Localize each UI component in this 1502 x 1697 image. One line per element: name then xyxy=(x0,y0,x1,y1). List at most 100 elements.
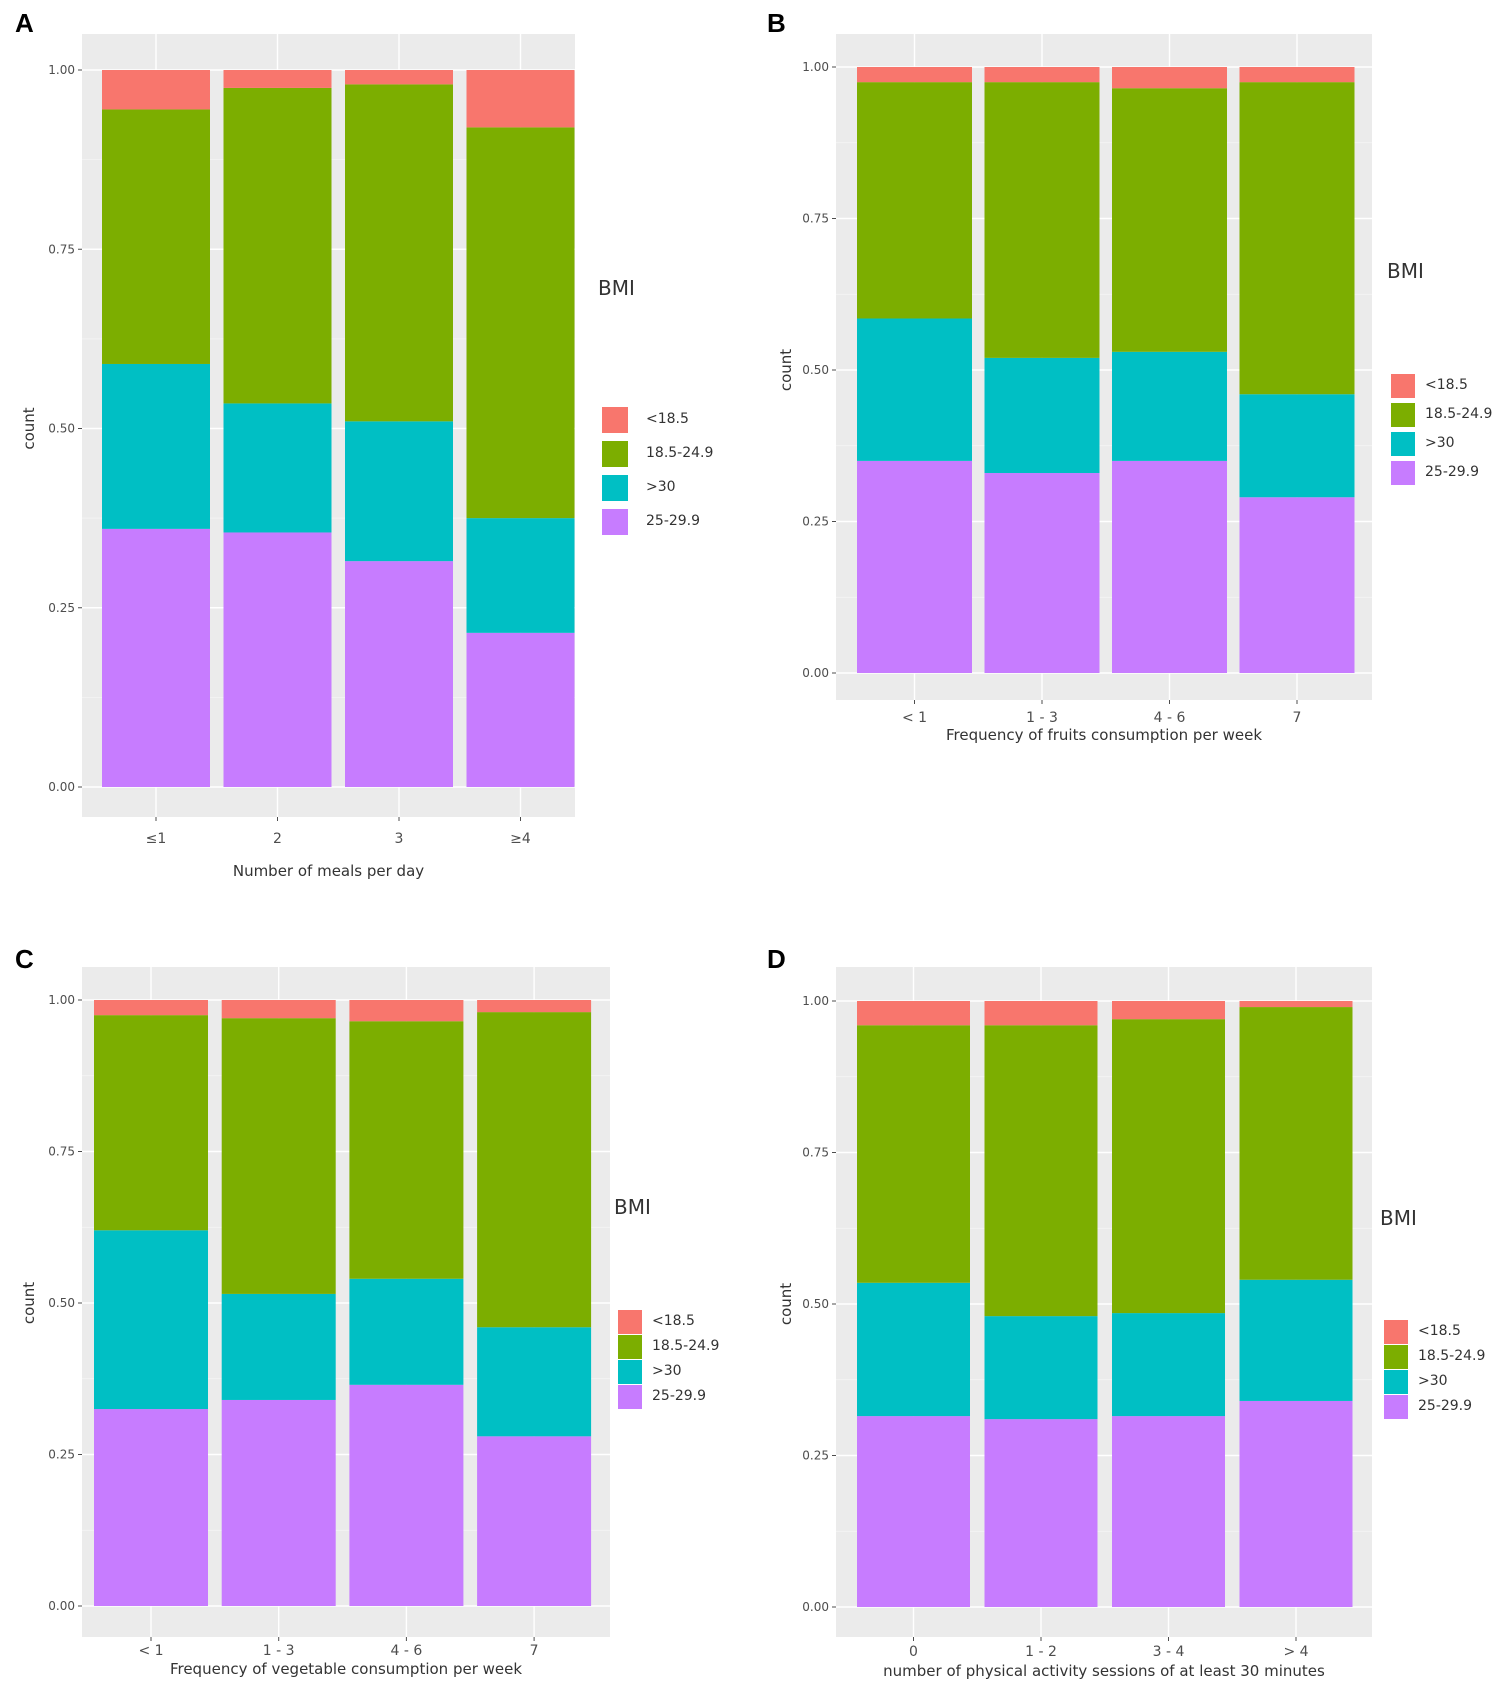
bar-segment xyxy=(223,532,332,787)
legend-swatch xyxy=(618,1360,642,1384)
bar-segment xyxy=(1112,88,1227,352)
bars xyxy=(857,1001,1353,1607)
legend: BMI <18.5 18.5-24.9 >30 25-29.9 xyxy=(1380,1206,1485,1419)
y-tick-label: 1.00 xyxy=(48,993,75,1007)
legend-swatch xyxy=(1391,461,1415,485)
bar-segment xyxy=(223,87,332,404)
panel-D: D 0.00 0.25 0.50 0.75 1.00 0 1 - 2 3 - 4 > 4 numbe… xyxy=(767,944,1485,1680)
x-tick-label: 7 xyxy=(1293,710,1302,726)
bar-segment xyxy=(345,84,453,422)
y-tick-label: 0.50 xyxy=(802,1297,829,1311)
legend-swatch xyxy=(602,407,628,433)
bar-segment xyxy=(345,421,453,562)
y-tick-label: 0.00 xyxy=(802,1600,829,1614)
legend: BMI <18.5 18.5-24.9 >30 25-29.9 xyxy=(598,276,713,535)
legend-label: >30 xyxy=(1418,1373,1448,1389)
x-tick-label: ≤1 xyxy=(146,831,167,847)
legend-label: 18.5-24.9 xyxy=(652,1338,719,1354)
bar-segment xyxy=(1239,1001,1353,1008)
y-tick-label: 0.50 xyxy=(802,363,829,377)
bar-segment xyxy=(1112,67,1227,89)
bars xyxy=(102,70,575,787)
bar-segment xyxy=(477,1000,592,1013)
x-tick-label: 4 - 6 xyxy=(1154,710,1186,726)
legend-label: 25-29.9 xyxy=(652,1388,706,1404)
bar-segment xyxy=(857,1025,970,1283)
x-axis-title: Number of meals per day xyxy=(233,862,424,880)
bar-segment xyxy=(102,70,210,110)
bars xyxy=(857,67,1355,673)
y-tick-label: 0.25 xyxy=(802,1449,829,1463)
legend-swatch xyxy=(1384,1345,1408,1369)
legend: BMI <18.5 18.5-24.9 >30 25-29.9 xyxy=(1387,259,1492,485)
legend-label: <18.5 xyxy=(1418,1323,1461,1339)
y-axis-title: count xyxy=(777,349,795,391)
x-tick-label: 1 - 2 xyxy=(1025,1644,1057,1660)
panel-A: A 0.00 0.25 0.50 0.75 1.00 ≤1 2 3 ≥4 Number of mea… xyxy=(15,8,713,880)
legend-label: 25-29.9 xyxy=(1418,1398,1472,1414)
bar-segment xyxy=(102,363,210,529)
bar-segment xyxy=(857,82,972,319)
bar-segment xyxy=(857,318,972,461)
bar-segment xyxy=(94,1015,208,1231)
legend-swatch xyxy=(1391,403,1415,427)
bar-segment xyxy=(857,1001,970,1026)
x-axis-title: Frequency of vegetable consumption per w… xyxy=(170,1660,522,1678)
y-tick-label: 0.50 xyxy=(48,422,75,436)
bar-segment xyxy=(102,528,210,787)
y-axis-title: count xyxy=(20,1282,38,1324)
x-axis-title: number of physical activity sessions of … xyxy=(883,1662,1325,1680)
bar-segment xyxy=(1112,460,1227,673)
bar-segment xyxy=(466,518,575,633)
bar-segment xyxy=(94,1409,208,1606)
bar-segment xyxy=(984,82,1100,358)
bar-segment xyxy=(349,1000,464,1022)
bar-segment xyxy=(857,460,972,673)
bar-segment xyxy=(466,127,575,519)
bar-segment xyxy=(857,1282,970,1417)
legend-title: BMI xyxy=(598,276,635,300)
y-tick-label: 0.00 xyxy=(48,1599,75,1613)
bar-segment xyxy=(984,67,1100,83)
y-tick-label: 0.00 xyxy=(802,666,829,680)
legend-label: 18.5-24.9 xyxy=(646,445,713,461)
x-tick-label: 0 xyxy=(909,1644,918,1660)
bar-segment xyxy=(984,1001,1098,1026)
legend-label: >30 xyxy=(652,1363,682,1379)
legend-swatch xyxy=(1384,1320,1408,1344)
bar-segment xyxy=(466,70,575,128)
legend-swatch xyxy=(1384,1370,1408,1394)
bar-segment xyxy=(984,1419,1098,1607)
bar-segment xyxy=(349,1278,464,1385)
bar-segment xyxy=(857,67,972,83)
bar-segment xyxy=(94,1230,208,1410)
bar-segment xyxy=(477,1327,592,1437)
bar-segment xyxy=(1239,1279,1353,1401)
bar-segment xyxy=(345,70,453,85)
bar-segment xyxy=(1112,1019,1225,1314)
legend-label: 25-29.9 xyxy=(646,513,700,529)
y-tick-label: 1.00 xyxy=(48,63,75,77)
panel-letter: D xyxy=(767,944,786,974)
legend-label: 18.5-24.9 xyxy=(1418,1348,1485,1364)
bar-segment xyxy=(1239,82,1355,395)
bar-segment xyxy=(1239,497,1355,673)
legend-label: 25-29.9 xyxy=(1425,464,1479,480)
legend-label: >30 xyxy=(646,479,676,495)
legend-label: 18.5-24.9 xyxy=(1425,406,1492,422)
bar-segment xyxy=(94,1000,208,1016)
bar-segment xyxy=(466,632,575,787)
panel-B: B 0.00 0.25 0.50 0.75 1.00 < 1 1 - 3 4 - 6 7 Frequ… xyxy=(767,8,1492,744)
x-tick-label: 2 xyxy=(273,831,282,847)
x-tick-label: 1 - 3 xyxy=(1026,710,1058,726)
bar-segment xyxy=(221,1018,336,1294)
bar-segment xyxy=(221,1293,336,1400)
bar-segment xyxy=(1239,1400,1353,1607)
legend-swatch xyxy=(618,1335,642,1359)
legend-title: BMI xyxy=(1380,1206,1417,1230)
y-tick-label: 1.00 xyxy=(802,60,829,74)
legend-label: <18.5 xyxy=(652,1313,695,1329)
bar-segment xyxy=(857,1416,970,1607)
y-tick-label: 0.75 xyxy=(48,1145,75,1159)
legend-label: <18.5 xyxy=(1425,377,1468,393)
